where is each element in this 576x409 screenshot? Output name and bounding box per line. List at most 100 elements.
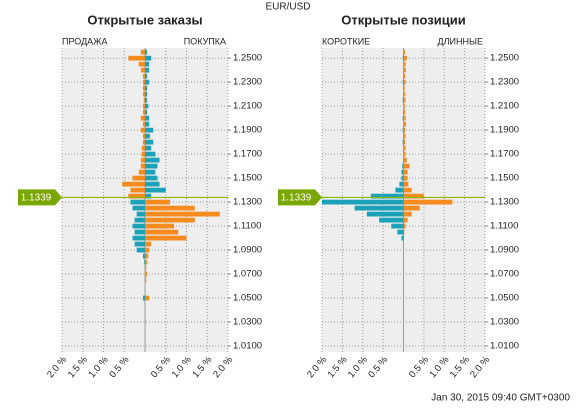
bar <box>145 151 156 157</box>
x-tick-label: 2.0 % <box>468 354 492 380</box>
x-tick-label: 1.0 % <box>346 354 370 380</box>
bar <box>403 229 405 235</box>
bar <box>145 79 150 85</box>
bar <box>399 181 404 187</box>
y-tick-label: 1.0900 <box>233 245 262 256</box>
y-tick-label: 1.1500 <box>233 173 262 184</box>
bar <box>403 199 453 205</box>
y-tick-label: 1.2300 <box>233 77 262 88</box>
bar <box>403 109 406 115</box>
bar <box>140 49 145 55</box>
bar <box>145 277 147 283</box>
bar <box>403 85 405 91</box>
x-tick-label: 0.5 % <box>366 354 390 380</box>
bar <box>145 241 152 247</box>
chart-title: Открытые заказы <box>87 12 202 27</box>
bar <box>395 187 404 193</box>
bar <box>403 133 406 139</box>
bar <box>132 205 145 211</box>
x-tick-label: 1.0 % <box>427 354 451 380</box>
bar <box>145 211 220 217</box>
bar <box>403 115 406 121</box>
x-tick-label: 2.0 % <box>305 354 329 380</box>
y-tick-label: 1.1900 <box>233 125 262 136</box>
x-tick-label: 2.0 % <box>211 354 235 380</box>
price-label: 1.1339 <box>281 193 312 204</box>
bar <box>142 73 145 79</box>
y-tick-label: 1.0300 <box>490 317 519 328</box>
bar <box>134 217 145 223</box>
chart-title: Открытые позиции <box>341 12 465 27</box>
y-tick-label: 1.1100 <box>490 221 518 232</box>
bar <box>145 109 148 115</box>
bar <box>322 199 404 205</box>
bar <box>145 199 170 205</box>
bar <box>130 199 145 205</box>
bar <box>145 247 150 253</box>
bar <box>145 295 150 301</box>
bar <box>145 253 149 259</box>
bar <box>142 133 145 139</box>
price-marker <box>278 189 322 206</box>
bar <box>379 217 404 223</box>
bar <box>402 97 404 103</box>
side-label: КОРОТКИЕ <box>322 36 370 46</box>
bar <box>402 115 404 121</box>
bar <box>142 91 145 97</box>
bar <box>145 271 148 277</box>
bar <box>122 181 145 187</box>
bar <box>401 175 404 181</box>
bar <box>145 97 148 103</box>
y-tick-label: 1.1100 <box>233 221 261 232</box>
bar <box>402 139 404 145</box>
bar <box>403 187 412 193</box>
bar <box>366 211 404 217</box>
bar <box>140 163 145 169</box>
bar <box>145 103 149 109</box>
bar <box>140 67 145 73</box>
bar <box>391 223 404 229</box>
x-tick-label: 1.0 % <box>170 354 194 380</box>
y-tick-label: 1.1700 <box>233 149 262 160</box>
bar <box>145 61 150 67</box>
bar <box>145 205 195 211</box>
x-tick-label: 1.0 % <box>87 354 111 380</box>
bar <box>145 235 187 241</box>
y-tick-label: 1.0900 <box>490 245 519 256</box>
bar <box>403 175 408 181</box>
bar <box>145 121 150 127</box>
y-tick-label: 1.1500 <box>490 173 519 184</box>
bar <box>142 79 145 85</box>
bar <box>145 157 160 163</box>
bar <box>142 109 145 115</box>
bar <box>136 247 145 253</box>
y-tick-label: 1.1300 <box>490 197 519 208</box>
bar <box>143 97 145 103</box>
bar <box>403 79 406 85</box>
bar <box>140 115 145 121</box>
bar <box>145 169 156 175</box>
bar <box>403 97 406 103</box>
bar <box>354 205 404 211</box>
y-tick-label: 1.0100 <box>233 341 262 352</box>
side-label: ПРОДАЖА <box>62 36 108 46</box>
x-tick-label: 1.5 % <box>190 354 214 380</box>
bar <box>403 91 406 97</box>
bar <box>403 181 409 187</box>
bar <box>145 265 147 271</box>
bar <box>132 223 145 229</box>
x-tick-label: 0.5 % <box>149 354 173 380</box>
bar <box>403 157 407 163</box>
bar <box>145 181 160 187</box>
bar <box>401 235 404 241</box>
bar <box>403 223 406 229</box>
bar <box>403 151 406 157</box>
bar <box>134 241 145 247</box>
bar <box>145 91 148 97</box>
bar <box>145 127 154 133</box>
y-tick-label: 1.2100 <box>490 101 519 112</box>
bar <box>128 55 145 61</box>
y-tick-label: 1.2500 <box>233 53 262 64</box>
y-tick-label: 1.0700 <box>490 269 519 280</box>
